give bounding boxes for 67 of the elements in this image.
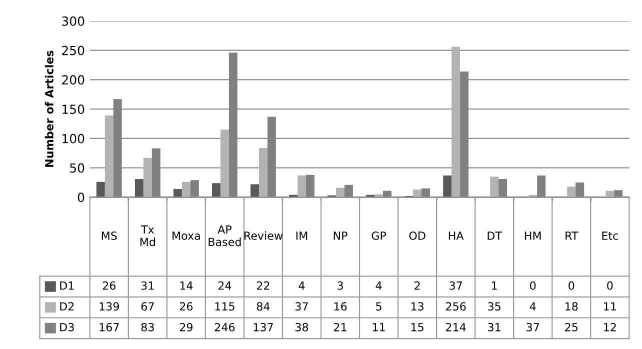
data-label: 31	[141, 281, 154, 290]
data-label: 11	[604, 302, 616, 310]
y-tick-label: 250	[62, 46, 84, 56]
data-label: 31	[488, 322, 500, 332]
y-tick-label: 50	[70, 163, 84, 173]
data-label: 246	[214, 322, 235, 332]
x-tick-label: HM	[524, 232, 541, 240]
x-tick-label: DT	[488, 232, 502, 240]
data-label: 37	[296, 302, 308, 311]
data-label: 0	[568, 281, 574, 290]
x-tick-label: HA	[448, 232, 464, 240]
y-tick-label: 0	[78, 192, 84, 202]
data-label: 5	[376, 302, 382, 311]
legend-label: D1	[60, 282, 74, 290]
x-tick-label: GP	[372, 232, 386, 240]
legend-label: D2	[60, 302, 74, 310]
x-tick-label: AP Based	[208, 225, 241, 246]
data-label: 18	[566, 302, 578, 311]
data-label: 25	[565, 322, 578, 332]
data-label: 167	[100, 322, 119, 332]
data-label: 13	[411, 302, 424, 311]
data-label: 4	[298, 282, 305, 290]
data-label: 22	[256, 281, 270, 290]
data-label: 16	[334, 302, 347, 311]
x-tick-label: Etc	[602, 232, 618, 240]
data-label: 24	[218, 281, 232, 290]
data-label: 21	[334, 322, 346, 332]
y-tick-label: 200	[62, 75, 84, 85]
data-label: 2	[414, 281, 420, 290]
x-tick-label: Review	[244, 231, 283, 240]
x-tick-label: Moxa	[172, 232, 200, 240]
x-tick-label: MS	[102, 232, 117, 240]
data-label: 26	[180, 302, 193, 311]
data-label: 29	[180, 322, 192, 332]
y-tick-label: 150	[62, 104, 84, 114]
data-label: 137	[254, 322, 273, 332]
data-label: 67	[141, 302, 154, 311]
data-label: 11	[372, 323, 385, 332]
data-label: 4	[376, 282, 382, 290]
data-label: 139	[100, 302, 119, 311]
data-label: 3	[338, 281, 343, 290]
data-label: 37	[526, 322, 539, 332]
data-label: 256	[446, 302, 466, 311]
y-axis-title: Number of Articles	[44, 50, 54, 167]
y-tick-label: 100	[62, 134, 84, 144]
data-label: 115	[215, 302, 234, 311]
data-label: 1	[492, 282, 497, 290]
legend-label: D3	[60, 322, 74, 332]
data-label: 37	[450, 281, 462, 290]
y-tick-label: 300	[62, 16, 84, 26]
x-tick-label: RT	[566, 232, 578, 240]
data-label: 84	[256, 302, 270, 311]
data-label: 83	[141, 322, 154, 332]
data-label: 14	[180, 282, 193, 290]
x-tick-label: NP	[334, 232, 348, 240]
data-label: 4	[530, 302, 536, 310]
x-tick-label: Tx Md	[140, 225, 155, 246]
data-label: 35	[488, 302, 500, 311]
data-label: 0	[530, 281, 536, 290]
x-tick-label: IM	[296, 232, 308, 240]
x-tick-label: OD	[409, 232, 426, 240]
data-label: 214	[446, 322, 466, 332]
data-label: 15	[411, 323, 424, 332]
data-label: 12	[604, 322, 616, 332]
data-label: 0	[607, 281, 613, 290]
data-label: 38	[296, 322, 308, 332]
data-label: 26	[102, 281, 116, 290]
